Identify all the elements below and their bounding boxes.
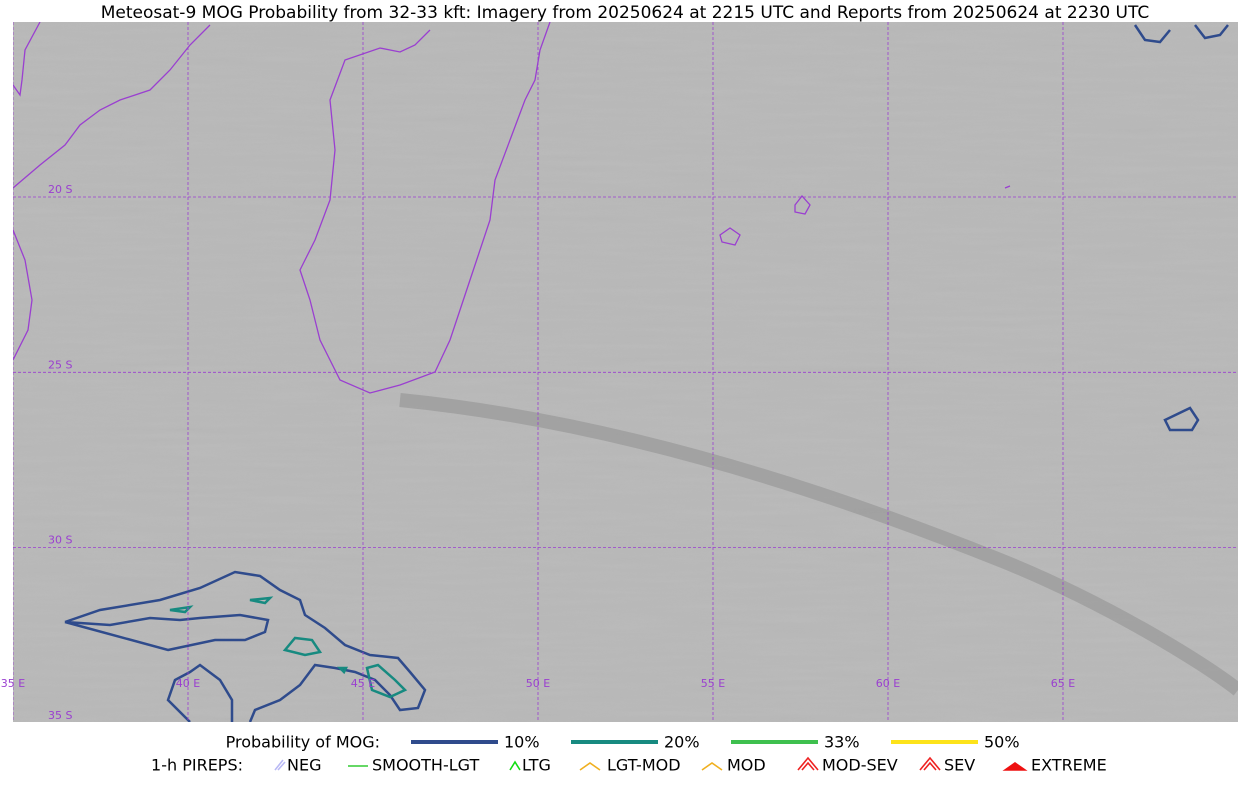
lon-label: 50 E <box>526 677 550 690</box>
legend-entry: 20% <box>664 733 700 752</box>
pirep-symbol <box>797 756 819 771</box>
lon-label: 60 E <box>876 677 900 690</box>
pirep-symbol <box>579 762 601 771</box>
legend-entry: 10% <box>504 733 540 752</box>
lat-label: 25 S <box>48 358 72 371</box>
pirep-entry: MOD-SEV <box>822 756 898 775</box>
map-area <box>13 22 1238 722</box>
coastlines <box>13 22 1011 394</box>
lon-label: 65 E <box>1051 677 1075 690</box>
graticule-labels: 20 S 25 S 30 S 35 S 35 E 40 E 45 E 50 E 55 E 60 E… <box>1 183 1075 722</box>
dark-band <box>399 393 1238 696</box>
graticule <box>13 22 1238 722</box>
pirep-entry: MOD <box>727 756 766 775</box>
lon-label: 45 E <box>351 677 375 690</box>
legend-entry: 50% <box>984 733 1020 752</box>
lon-label: 35 E <box>1 677 25 690</box>
pirep-entry: SEV <box>944 756 975 775</box>
legend-label: Probability of MOG: <box>226 733 380 752</box>
lat-label: 20 S <box>48 183 72 196</box>
legend-label: 1-h PIREPS: <box>151 756 243 775</box>
title: Meteosat-9 MOG Probability from 32-33 kf… <box>101 3 1150 23</box>
pirep-entry: EXTREME <box>1031 756 1107 775</box>
pirep-symbol <box>274 759 286 771</box>
legend-entry: 33% <box>824 733 860 752</box>
pirep-symbol <box>509 760 521 771</box>
pirep-entry: NEG <box>287 756 321 775</box>
pirep-symbol <box>1002 762 1028 771</box>
lat-label: 35 S <box>48 709 72 722</box>
pirep-entry: SMOOTH-LGT <box>372 756 479 775</box>
probability-contours <box>64 24 1229 722</box>
lon-label: 40 E <box>176 677 200 690</box>
pirep-symbol <box>701 762 723 771</box>
legend: Probability of MOG: 10% 20% 33% 50% 1-h PIREP… <box>151 733 1107 775</box>
pirep-entry: LGT-MOD <box>607 756 681 775</box>
pirep-entry: LTG <box>522 756 551 775</box>
pirep-symbol <box>919 756 941 771</box>
lat-label: 30 S <box>48 534 72 547</box>
lon-label: 55 E <box>701 677 725 690</box>
